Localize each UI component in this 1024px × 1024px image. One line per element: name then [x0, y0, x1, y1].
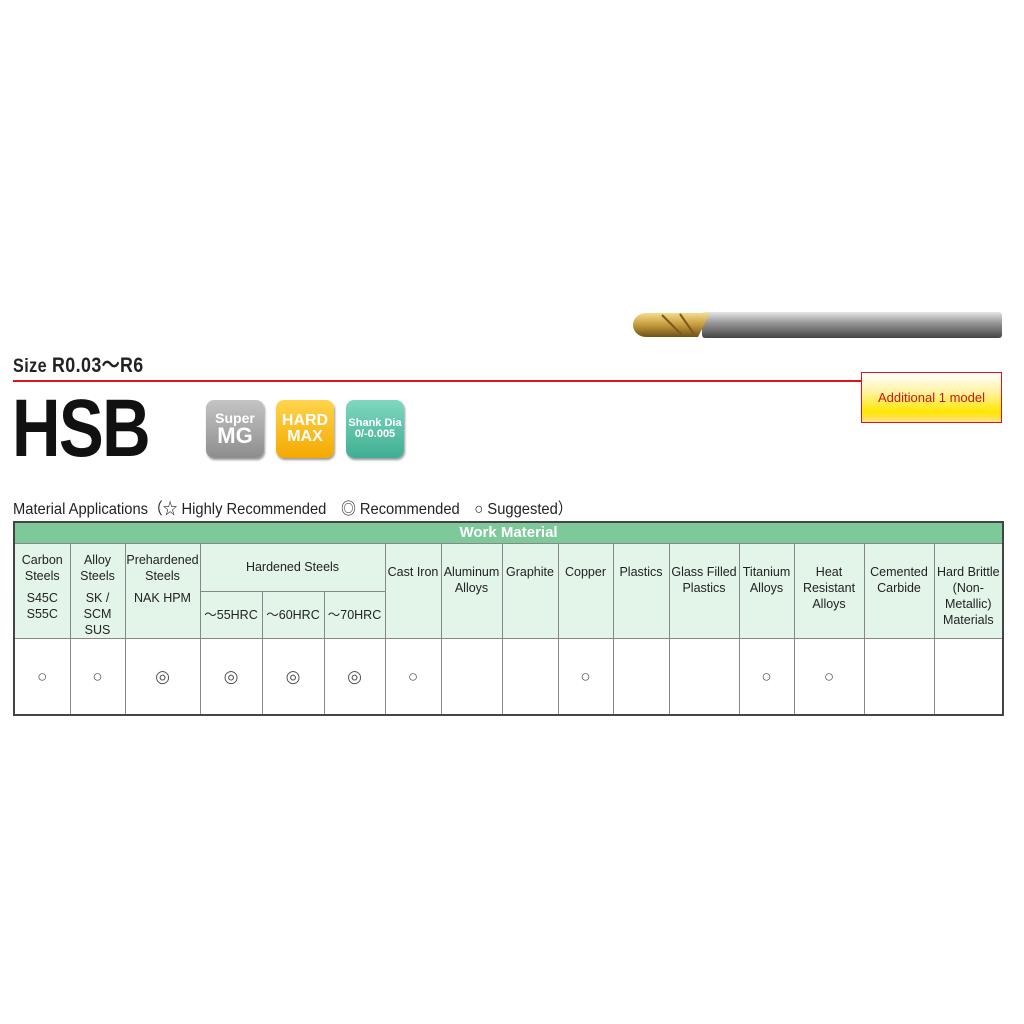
- shank-dia-badge: Shank Dia 0/-0.005: [346, 400, 404, 458]
- col-sub: S45C S55C: [26, 591, 58, 621]
- col-titanium-alloys: Titanium Alloys: [738, 543, 795, 639]
- size-range: Size R0.03～R6: [13, 349, 144, 379]
- badge-line2: MAX: [287, 428, 323, 445]
- col-sub: SK / SCM SUS: [83, 591, 112, 637]
- divider-line: [13, 380, 863, 382]
- col-carbon-steels: Carbon Steels S45C S55C: [13, 543, 71, 639]
- badge-line1: HARD: [281, 412, 329, 429]
- col-aluminum-alloys: Aluminum Alloys: [440, 543, 503, 639]
- col-glass-filled-plastics: Glass Filled Plastics: [668, 543, 740, 639]
- col-prehardened-steels: Prehardened Steels NAK HPM: [124, 543, 201, 639]
- material-applications-legend: Material Applications（☆ Highly Recommend…: [13, 501, 573, 518]
- hard-max-badge: HARD MAX: [276, 400, 334, 458]
- value-cell: [668, 638, 740, 716]
- badge-line2: 0/-0.005: [354, 428, 396, 440]
- table-row: ○ ○ ◎ ◎ ◎ ◎ ○ ○ ○ ○: [13, 638, 1004, 716]
- value-cell: ◎: [199, 638, 263, 716]
- col-60hrc: ～60HRC: [261, 590, 325, 639]
- work-material-header: Work Material: [13, 521, 1004, 544]
- super-mg-badge: Super MG: [206, 400, 264, 458]
- work-material-table: Work Material Carbon Steels S45C S55C All…: [13, 521, 1005, 716]
- value-cell: ○: [13, 638, 71, 716]
- col-graphite: Graphite: [501, 543, 559, 639]
- ball-end-mill-image: [633, 312, 1002, 338]
- additional-model-text: Additional 1 model: [878, 390, 985, 405]
- value-cell: [863, 638, 935, 716]
- additional-model-badge: Additional 1 model: [861, 372, 1002, 423]
- col-sub: NAK HPM: [134, 591, 191, 605]
- value-cell: ◎: [124, 638, 201, 716]
- badge-line1: Super: [215, 410, 255, 426]
- col-copper: Copper: [557, 543, 614, 639]
- value-cell: [933, 638, 1004, 716]
- size-label: Size: [13, 356, 48, 377]
- col-70hrc: ～70HRC: [323, 590, 386, 639]
- col-hardened-steels: Hardened Steels: [199, 543, 386, 592]
- col-name: Alloy Steels: [80, 553, 115, 583]
- col-cast-iron: Cast Iron: [384, 543, 442, 639]
- badge-line2: MG: [217, 423, 253, 448]
- col-hard-brittle: Hard Brittle (Non-Metallic) Materials: [933, 543, 1004, 639]
- col-plastics: Plastics: [612, 543, 670, 639]
- product-title: HSB: [12, 383, 151, 474]
- value-cell: ◎: [261, 638, 325, 716]
- size-value: R0.03～R6: [51, 354, 144, 377]
- col-heat-resistant-alloys: Heat Resistant Alloys: [793, 543, 865, 639]
- value-cell: ○: [793, 638, 865, 716]
- col-55hrc: ～55HRC: [199, 590, 263, 639]
- col-cemented-carbide: Cemented Carbide: [863, 543, 935, 639]
- value-cell: ◎: [323, 638, 386, 716]
- value-cell: ○: [384, 638, 442, 716]
- badge-line1: Shank Dia: [348, 417, 402, 429]
- value-cell: ○: [557, 638, 614, 716]
- value-cell: ○: [69, 638, 126, 716]
- value-cell: ○: [738, 638, 795, 716]
- col-alloy-steels: Alloy Steels SK / SCM SUS: [69, 543, 126, 639]
- col-name: Carbon Steels: [21, 553, 63, 583]
- value-cell: [501, 638, 559, 716]
- col-name: Prehardened Steels: [126, 553, 199, 583]
- value-cell: [612, 638, 670, 716]
- value-cell: [440, 638, 503, 716]
